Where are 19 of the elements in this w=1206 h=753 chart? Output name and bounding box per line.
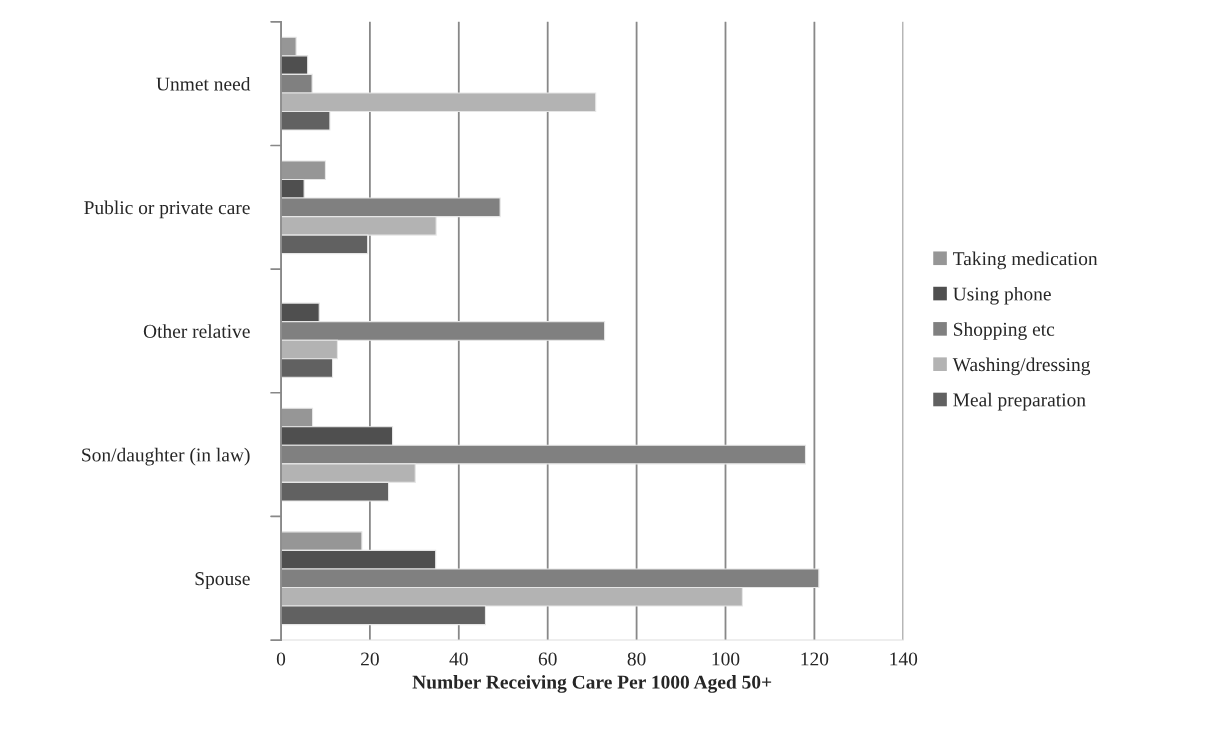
- x-tick-label: 20: [361, 652, 379, 666]
- x-tick-label: 40: [449, 652, 468, 666]
- x-tick-label: 140: [890, 652, 918, 666]
- legend-label: Using phone: [953, 286, 1051, 305]
- x-tick-label: 60: [538, 652, 557, 666]
- legend-label: Taking medication: [953, 251, 1098, 270]
- x-tick-label: 120: [801, 652, 829, 666]
- y-tick-label: Spouse: [195, 572, 250, 590]
- y-tick-label: Unmet need: [156, 76, 251, 91]
- x-tick-label: 100: [712, 652, 740, 666]
- y-tick-label: Other relative: [143, 324, 250, 338]
- x-tick-label: 80: [627, 652, 646, 666]
- legend-label: Washing/dressing: [952, 357, 1091, 376]
- y-tick-label: Son/daughter (in law): [82, 447, 250, 466]
- legend-label: Shopping etc: [953, 322, 1055, 340]
- legend-label: Meal preparation: [953, 392, 1086, 411]
- x-tick-label: 0: [276, 652, 286, 666]
- y-tick-label: Public or private care: [84, 200, 250, 219]
- x-axis-title: Number Receiving Care Per 1000 Aged 50+: [412, 675, 772, 693]
